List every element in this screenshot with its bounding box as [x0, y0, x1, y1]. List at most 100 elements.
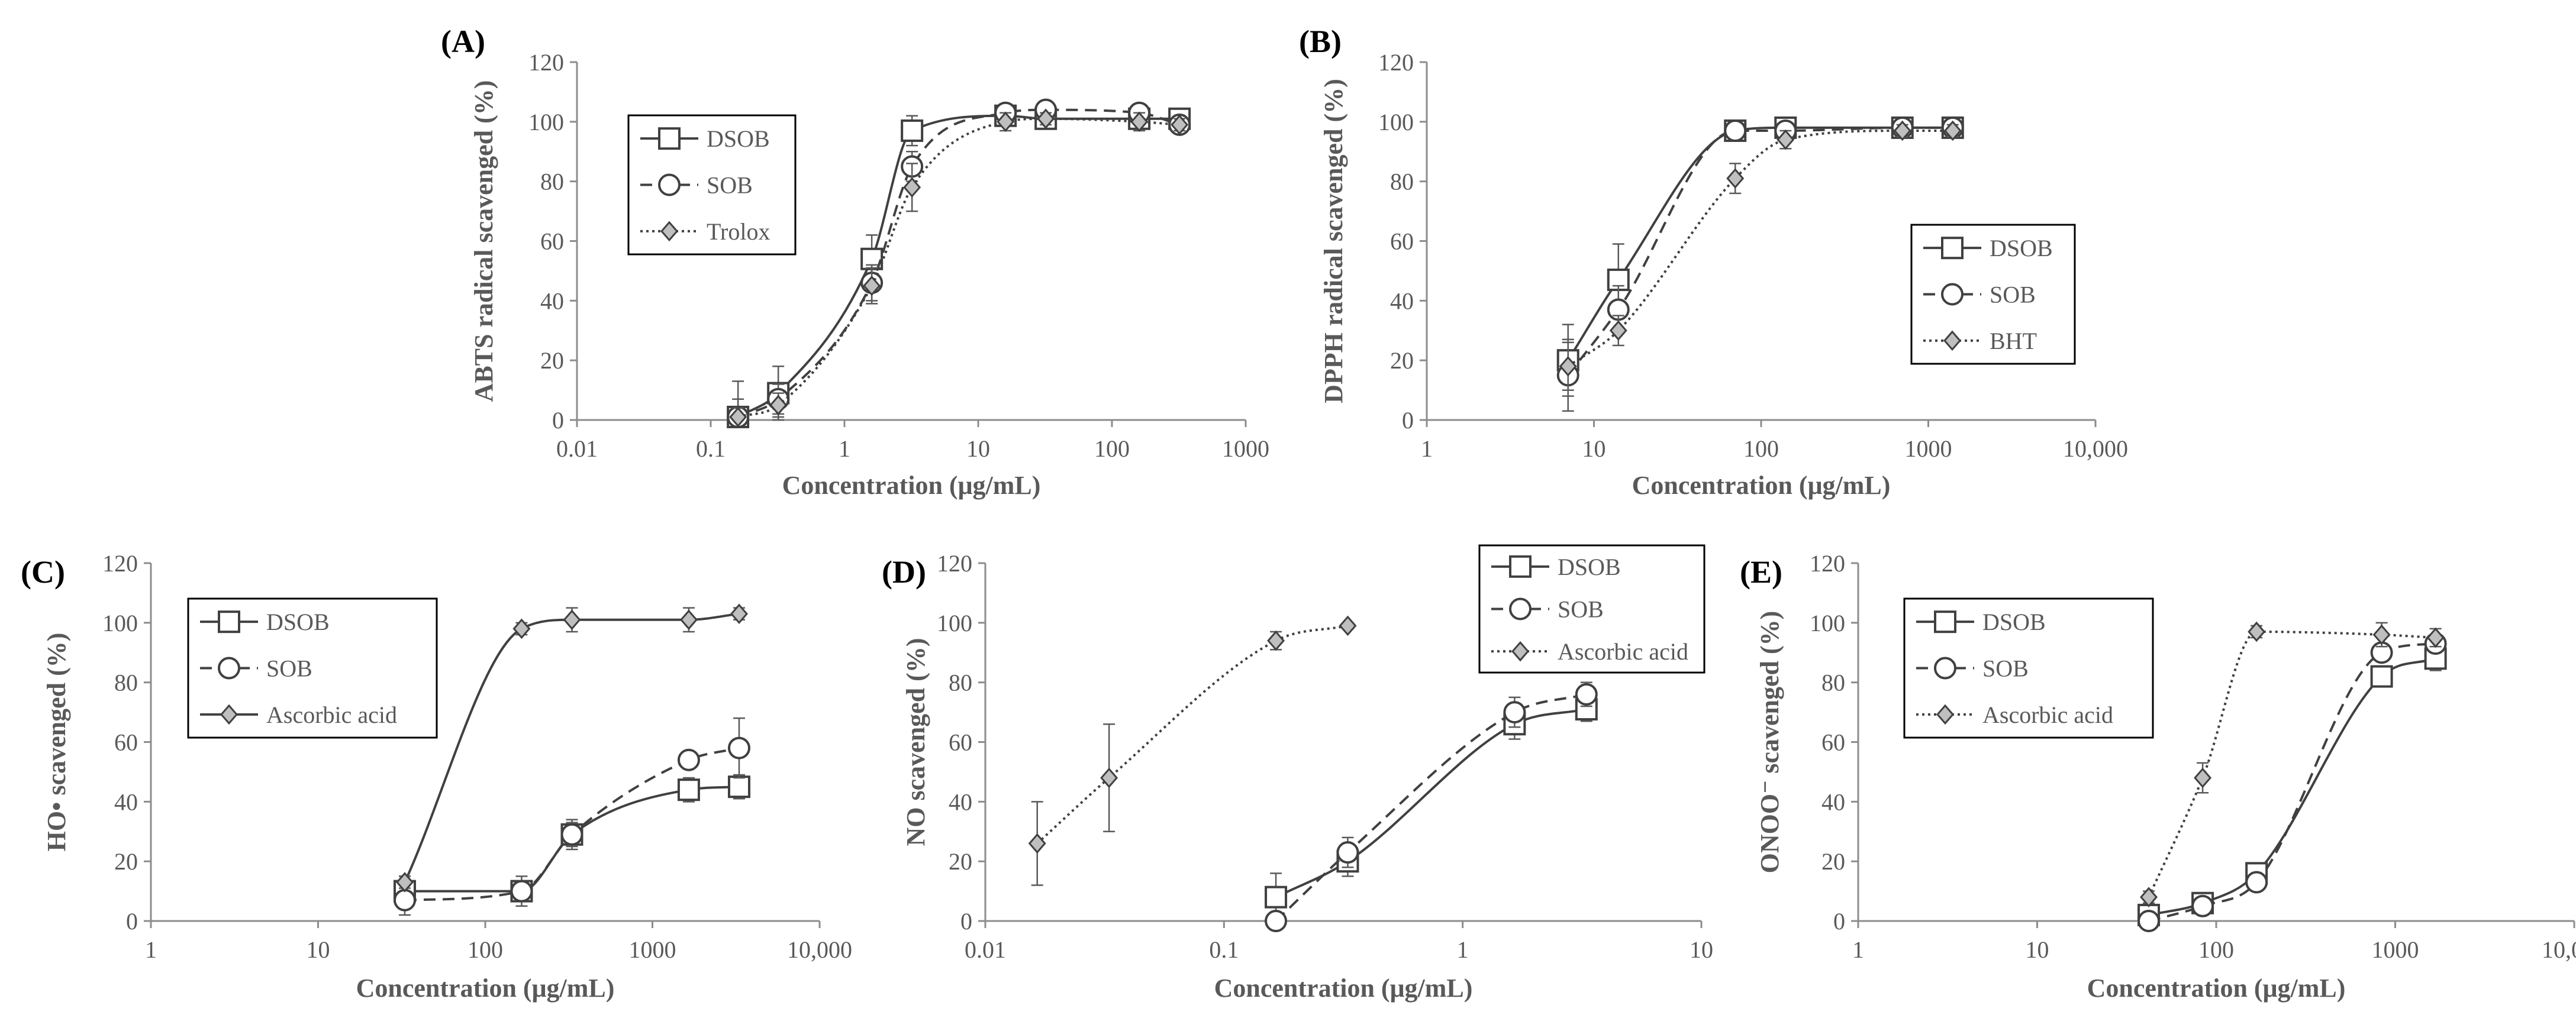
data-point-diamond: [512, 618, 531, 639]
x-tick-label: 0.1: [1209, 936, 1239, 963]
legend-label: Ascorbic acid: [266, 702, 397, 728]
y-tick-label: 100: [1378, 109, 1414, 135]
x-tick-label: 1: [1457, 936, 1469, 963]
data-point-diamond: [1609, 320, 1627, 341]
legend-marker-diamond: [660, 221, 678, 242]
legend-label: DSOB: [1982, 609, 2046, 635]
x-tick-label: 10,000: [787, 936, 852, 963]
legend-marker-square: [1509, 555, 1532, 578]
data-point-diamond: [1943, 120, 1962, 141]
legend-marker-square: [1941, 237, 1964, 260]
data-point-circle: [560, 823, 583, 846]
data-point-diamond: [863, 275, 881, 296]
data-point-circle: [1724, 119, 1747, 142]
series-ascorbic-acid: [395, 603, 748, 893]
data-point-square: [2370, 665, 2393, 688]
y-tick-label: 20: [1821, 848, 1845, 875]
data-point-diamond: [1100, 767, 1118, 788]
data-point-diamond: [679, 609, 698, 631]
legend-label: SOB: [266, 655, 312, 682]
legend-marker-square: [658, 127, 681, 150]
x-tick-label: 10: [307, 936, 330, 963]
y-axis-title: ONOO⁻ scavenged (%): [1755, 611, 1784, 874]
panel-label: (E): [1740, 554, 1782, 590]
legend-label: DSOB: [707, 125, 770, 152]
series-ascorbic-acid: [1028, 615, 1357, 886]
data-point-circle: [2191, 894, 2214, 917]
legend: DSOB SOB Trolox: [627, 114, 797, 256]
legend-label: DSOB: [266, 609, 330, 635]
y-tick-label: 0: [126, 908, 138, 935]
x-tick-label: 100: [2198, 936, 2234, 963]
y-tick-label: 0: [552, 407, 564, 434]
data-point-square: [727, 775, 750, 799]
legend-marker-diamond: [1943, 330, 1961, 351]
data-point-circle: [727, 736, 750, 760]
y-tick-label: 80: [949, 670, 972, 696]
y-tick-label: 80: [114, 670, 138, 696]
y-tick-label: 80: [1821, 670, 1845, 696]
data-point-diamond: [997, 111, 1015, 132]
data-point-diamond: [2426, 627, 2445, 648]
y-tick-label: 60: [949, 729, 972, 756]
y-axis-title: HO• scavenged (%): [42, 633, 71, 852]
y-tick-label: 100: [528, 109, 564, 135]
data-point-diamond: [1726, 168, 1745, 189]
x-axis-title: Concentration (μg/mL): [782, 471, 1041, 500]
legend-marker-circle: [1509, 597, 1532, 621]
x-tick-label: 10,000: [2063, 435, 2128, 462]
data-point-circle: [1503, 701, 1526, 724]
x-tick-label: 1000: [1222, 435, 1269, 462]
series-sob: [2137, 632, 2447, 932]
y-tick-label: 120: [528, 49, 564, 76]
series-line: [737, 117, 1180, 418]
series-line: [737, 108, 1180, 418]
legend-marker-square: [1934, 610, 1956, 634]
legend: DSOB SOB Ascorbic acid: [187, 597, 438, 739]
series-line: [1275, 693, 1587, 922]
y-tick-label: 120: [1810, 550, 1845, 577]
y-tick-label: 40: [1390, 287, 1414, 314]
data-point-diamond: [395, 872, 414, 893]
data-point-diamond: [730, 603, 748, 624]
legend-label: Ascorbic acid: [1558, 638, 1688, 665]
y-tick-label: 120: [937, 550, 972, 577]
legend-marker-circle: [658, 173, 681, 196]
data-point-diamond: [1267, 630, 1285, 651]
y-tick-label: 120: [102, 550, 138, 577]
x-tick-label: 1000: [1905, 435, 1952, 462]
x-axis-title: Concentration (μg/mL): [1214, 974, 1473, 1003]
y-tick-label: 40: [540, 287, 564, 314]
data-point-diamond: [1339, 615, 1357, 636]
y-axis-title: NO scavenged (%): [901, 638, 930, 846]
y-axis-title: ABTS radical scavenged (%): [469, 80, 498, 402]
legend-label: SOB: [1982, 655, 2029, 682]
data-point-circle: [677, 748, 700, 771]
data-point-diamond: [2248, 621, 2266, 642]
y-tick-label: 0: [1402, 407, 1414, 434]
legend-label: BHT: [1990, 328, 2037, 354]
x-tick-label: 10: [1690, 936, 1713, 963]
panel-label: (B): [1299, 24, 1342, 59]
data-point-diamond: [729, 406, 747, 428]
y-tick-label: 40: [114, 788, 138, 815]
x-tick-label: 1: [839, 435, 850, 462]
legend-label: Trolox: [707, 218, 770, 245]
data-point-diamond: [1893, 120, 1911, 141]
series-bht: [1559, 120, 1962, 391]
x-tick-label: 0.01: [965, 936, 1006, 963]
data-point-diamond: [1559, 356, 1577, 377]
data-point-circle: [1265, 910, 1288, 932]
y-tick-label: 120: [1378, 49, 1414, 76]
legend-label: SOB: [1990, 282, 2036, 308]
legend-marker-diamond: [1511, 641, 1529, 662]
data-point-circle: [2245, 871, 2268, 894]
legend: DSOB SOB Ascorbic acid: [1903, 597, 2154, 739]
y-tick-label: 0: [960, 908, 972, 935]
x-tick-label: 1: [145, 936, 157, 963]
data-point-square: [901, 119, 924, 142]
x-tick-label: 100: [1094, 435, 1130, 462]
legend: DSOB SOB BHT: [1910, 224, 2076, 365]
data-point-diamond: [2372, 624, 2391, 645]
